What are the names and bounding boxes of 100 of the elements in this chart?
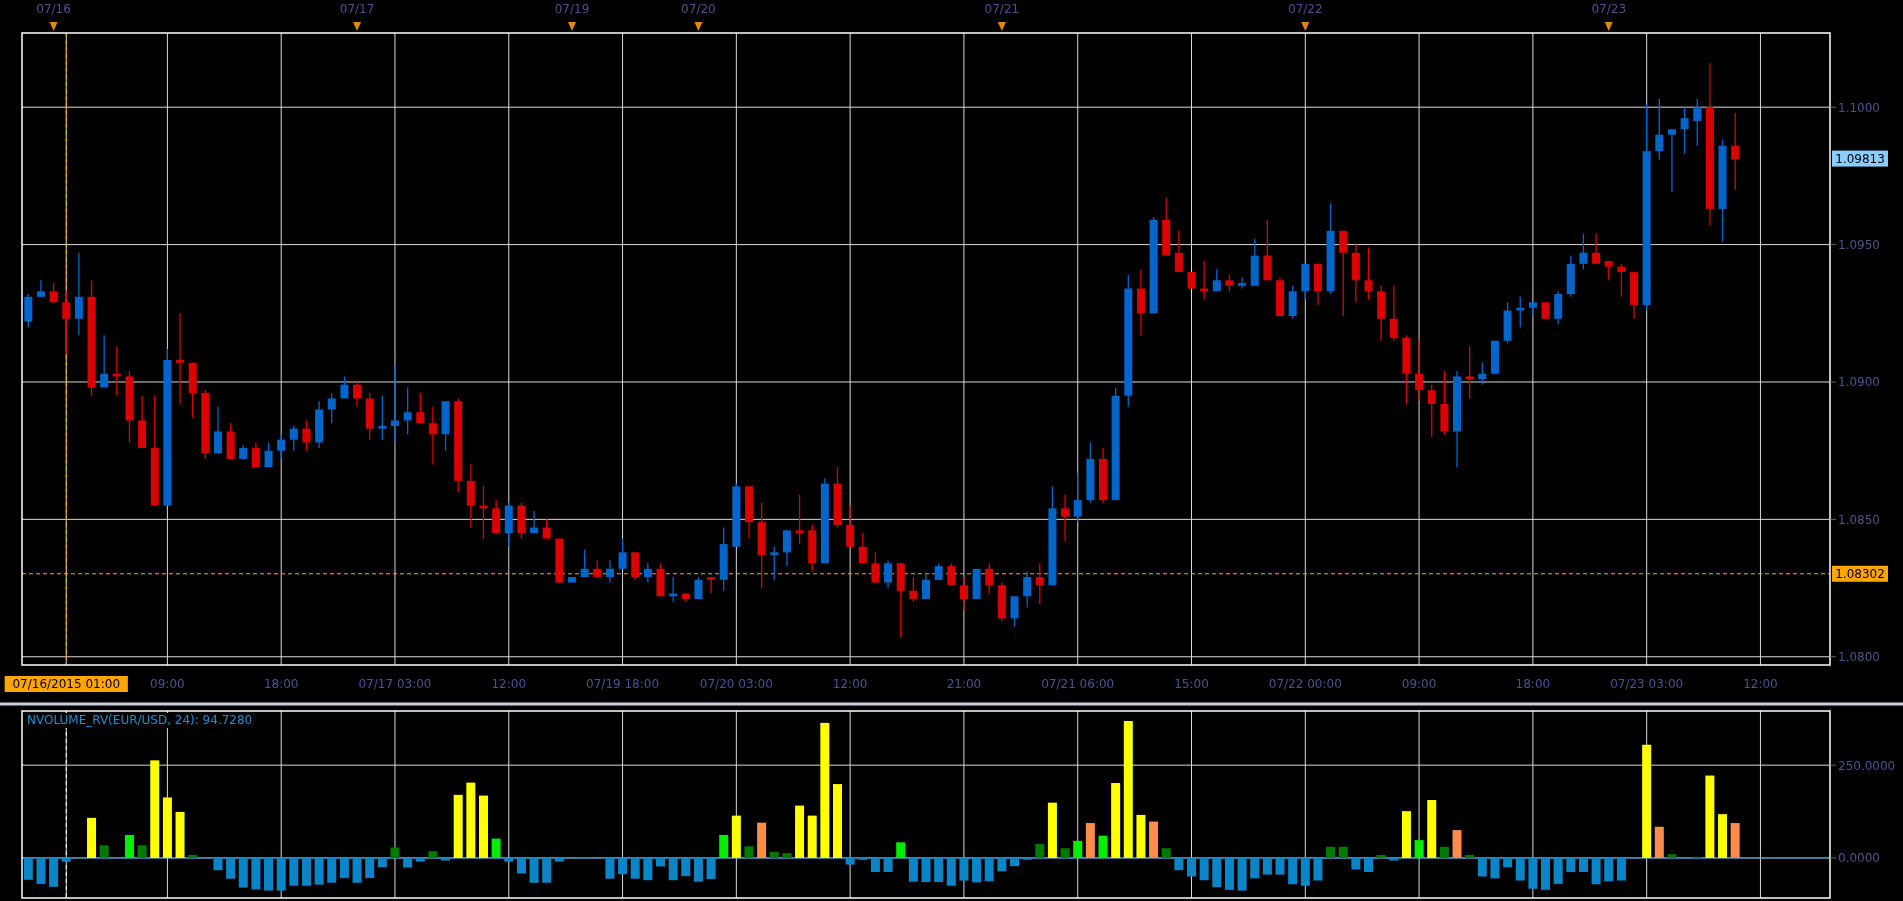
bar xyxy=(87,817,97,858)
bar xyxy=(744,846,754,858)
candlestick xyxy=(871,551,880,584)
bar xyxy=(1616,857,1626,881)
x-tick-label: 12:00 xyxy=(832,677,868,691)
bar xyxy=(719,834,729,858)
bar xyxy=(554,857,564,862)
bar xyxy=(226,857,236,879)
bar xyxy=(453,794,463,858)
candlestick xyxy=(1516,296,1525,328)
bar xyxy=(1187,857,1197,877)
candlestick xyxy=(1364,246,1373,301)
bar xyxy=(504,857,514,862)
candlestick xyxy=(353,381,362,408)
bar xyxy=(870,857,880,873)
bar xyxy=(1149,821,1159,858)
y-tick-label: 1.1000 xyxy=(1838,100,1880,115)
text: 07/16 xyxy=(36,2,71,16)
bar xyxy=(529,857,539,883)
candlestick xyxy=(1339,230,1348,317)
candlestick xyxy=(1023,570,1032,608)
candlestick xyxy=(1731,112,1740,191)
candlestick xyxy=(1693,98,1702,147)
bar xyxy=(1566,857,1576,873)
bar xyxy=(327,857,337,883)
bar xyxy=(1439,846,1449,858)
bar xyxy=(1654,826,1664,858)
bar xyxy=(618,857,628,875)
candlestick xyxy=(1478,362,1487,386)
bar xyxy=(542,857,552,883)
candlestick xyxy=(858,532,867,564)
y-tick-label: 1.0850 xyxy=(1838,512,1880,527)
bar xyxy=(1098,835,1108,858)
bar xyxy=(238,857,248,888)
bar xyxy=(1338,846,1348,858)
bar xyxy=(1199,857,1209,881)
bar xyxy=(782,853,792,858)
candlestick xyxy=(884,559,893,589)
bar xyxy=(314,857,324,885)
bar xyxy=(36,857,46,884)
bar xyxy=(731,815,741,858)
candlestick xyxy=(707,576,716,595)
bar xyxy=(757,822,767,858)
bar xyxy=(1136,814,1146,858)
bar xyxy=(1718,814,1728,858)
x-tick-label: 09:00 xyxy=(150,677,185,691)
bar xyxy=(1111,782,1121,858)
bar xyxy=(1477,857,1487,877)
candlestick xyxy=(1465,345,1474,400)
x-tick-label: 07/21 06:00 xyxy=(1041,677,1115,691)
candlestick xyxy=(1389,285,1398,342)
bar xyxy=(1047,802,1057,858)
bar xyxy=(807,815,817,858)
bar xyxy=(1604,857,1614,882)
bar xyxy=(1667,854,1677,858)
bar xyxy=(491,838,501,858)
candlestick xyxy=(378,395,387,441)
bar xyxy=(1705,775,1715,858)
bar xyxy=(1528,857,1538,889)
candlestick xyxy=(1427,384,1436,438)
candlestick xyxy=(1579,232,1588,270)
text: 07/23 xyxy=(1591,2,1627,16)
candlestick xyxy=(1617,263,1626,298)
candlestick xyxy=(542,518,551,540)
bar xyxy=(1275,857,1285,875)
bar xyxy=(1427,800,1437,858)
bar xyxy=(972,857,982,883)
y-tick-label: 250.0000 xyxy=(1838,758,1896,773)
bar xyxy=(643,857,653,881)
bar xyxy=(1591,857,1601,885)
bar xyxy=(251,857,261,890)
bar xyxy=(681,857,691,877)
candlestick xyxy=(428,406,437,466)
bar xyxy=(1401,811,1411,858)
bar xyxy=(1465,854,1475,858)
candlestick xyxy=(605,559,614,584)
bar xyxy=(1313,857,1323,881)
x-tick-label: 21:00 xyxy=(946,677,982,691)
bar xyxy=(693,857,703,882)
bar xyxy=(162,797,172,858)
candlestick xyxy=(62,290,71,356)
bar xyxy=(365,857,375,878)
candlestick xyxy=(782,529,791,567)
bar xyxy=(1224,857,1234,890)
bar xyxy=(415,857,425,862)
bar xyxy=(1376,854,1386,858)
bar xyxy=(1300,857,1310,886)
bar xyxy=(276,857,286,891)
candlestick xyxy=(277,433,286,460)
candlestick xyxy=(302,419,311,452)
bar xyxy=(377,857,387,868)
candlestick xyxy=(289,425,298,452)
bar xyxy=(1642,744,1652,858)
x-tick-label: 09:00 xyxy=(1401,677,1437,691)
candlestick xyxy=(327,392,336,424)
candlestick xyxy=(922,573,930,600)
bar xyxy=(1288,857,1298,885)
candlestick xyxy=(213,406,222,455)
x-tick-label: 12:00 xyxy=(491,677,527,691)
text: 1.09813 xyxy=(1835,152,1885,167)
